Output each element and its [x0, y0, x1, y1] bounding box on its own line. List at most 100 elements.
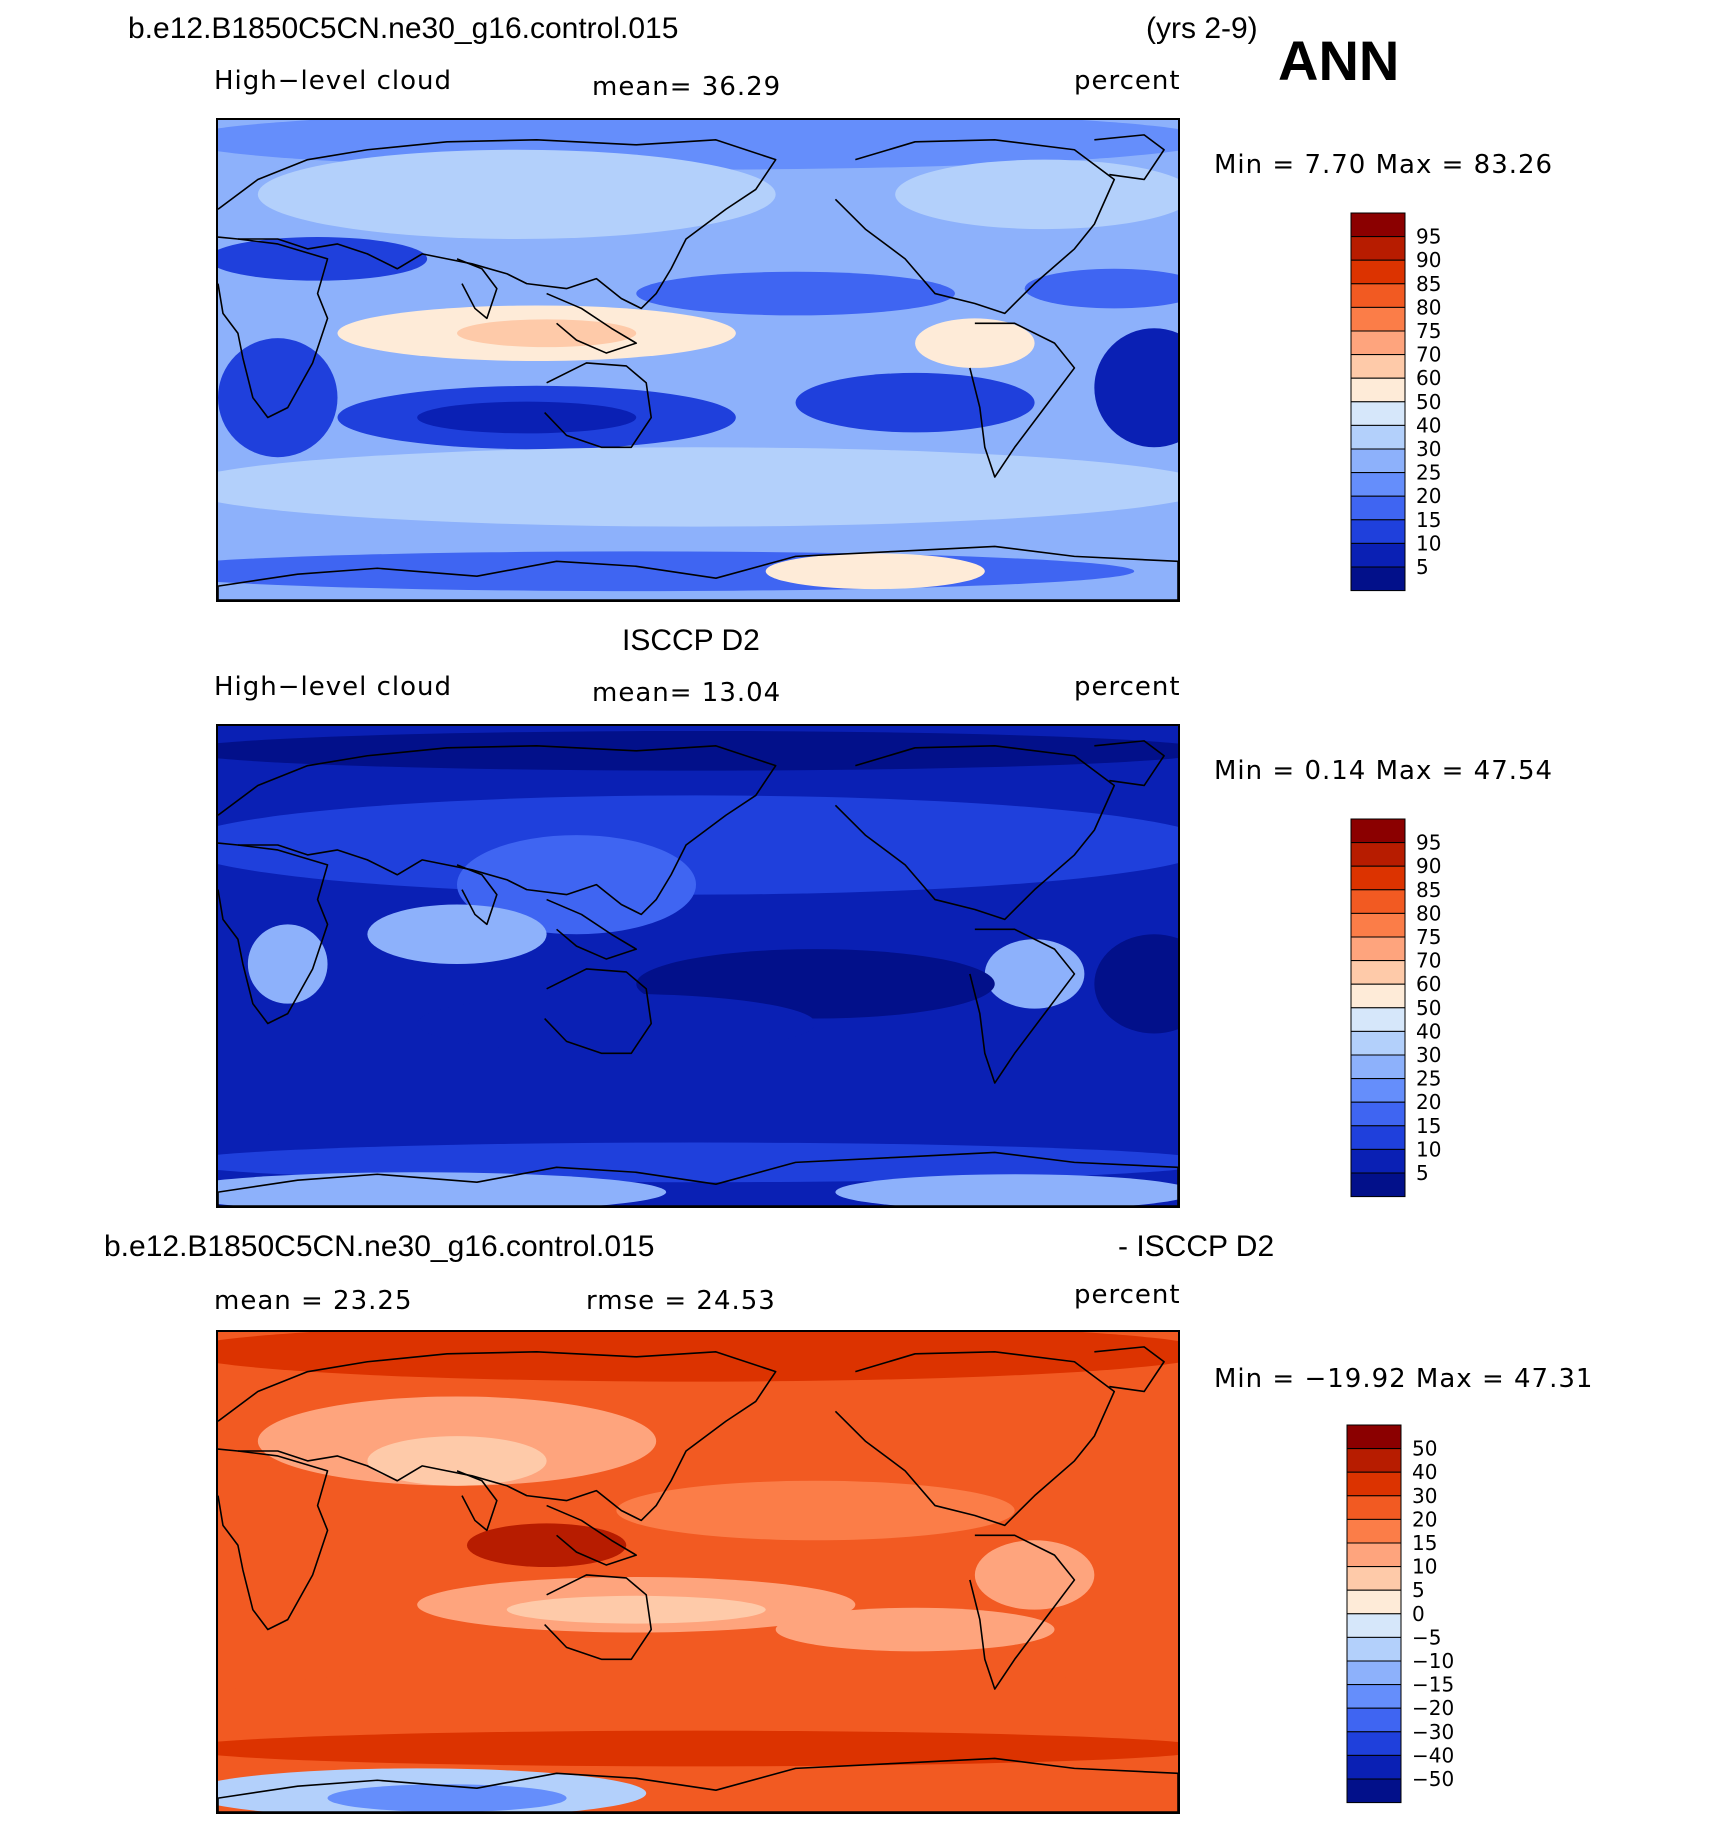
colorbar-swatch: [1350, 1007, 1406, 1032]
colorbar-tick-label: −30: [1412, 1720, 1454, 1744]
coastline: [456, 1470, 498, 1532]
coastline: [218, 1351, 777, 1522]
contour-region: [1094, 934, 1178, 1034]
colorbar-swatch: [1350, 1172, 1406, 1198]
panel3-units-label: percent: [1074, 1280, 1181, 1310]
colorbar-tick-label: 20: [1412, 1507, 1437, 1531]
coastline: [218, 745, 777, 916]
colorbar-swatch: [1346, 1495, 1402, 1520]
colorbar-tick-label: 10: [1416, 531, 1441, 555]
colorbar-swatch: [1346, 1471, 1402, 1497]
contour-region: [915, 318, 1035, 368]
colorbar-tick-label: 90: [1416, 854, 1441, 878]
colorbar-tick-label: 25: [1416, 461, 1441, 485]
colorbar-swatch: [1350, 354, 1406, 379]
colorbar-swatch: [1350, 377, 1406, 403]
panel2-variable-label: High−level cloud: [214, 672, 453, 702]
colorbar-tick-label: 5: [1412, 1578, 1425, 1602]
colorbar-tick-label: 70: [1416, 949, 1441, 973]
coastline: [218, 139, 777, 310]
panel1-minmax: Min = 7.70 Max = 83.26: [1214, 150, 1554, 180]
colorbar-swatch: [1346, 1684, 1402, 1709]
panel2-units-label: percent: [1074, 672, 1181, 702]
coastline: [456, 864, 498, 926]
contour-region: [1094, 328, 1178, 448]
coastline: [969, 322, 1076, 478]
colorbar-tick-label: 50: [1416, 390, 1441, 414]
colorbar-tick-label: 15: [1416, 508, 1441, 532]
colorbar-tick-label: 10: [1416, 1137, 1441, 1161]
panel1-variable-label: High−level cloud: [214, 66, 453, 96]
coastline: [218, 1757, 1178, 1812]
contour-region: [417, 993, 816, 1054]
colorbar-swatch: [1350, 212, 1406, 238]
colorbar-swatch: [1350, 283, 1406, 308]
contour-region: [218, 1142, 1178, 1183]
colorbar-tick-label: 95: [1416, 225, 1441, 249]
panel1-units-label: percent: [1074, 66, 1181, 96]
colorbar-tick-label: 30: [1416, 1043, 1441, 1067]
colorbar-tick-label: −50: [1412, 1767, 1454, 1791]
coastline: [544, 968, 652, 1055]
colorbar-tick-label: 80: [1416, 901, 1441, 925]
contour-region: [218, 1730, 1178, 1767]
colorbar-swatch: [1350, 818, 1406, 844]
colorbar-tick-label: 50: [1412, 1437, 1437, 1461]
coastline: [544, 1574, 652, 1661]
contour-region: [457, 319, 637, 348]
contour-region: [367, 1436, 547, 1486]
colorbar-tick-label: 60: [1416, 972, 1441, 996]
coastline: [218, 1450, 329, 1631]
years-label: (yrs 2-9): [1146, 12, 1258, 45]
map-isccp-high-cloud: [216, 724, 1180, 1208]
contour-region: [466, 1523, 627, 1568]
colorbar-swatch: [1350, 1078, 1406, 1103]
colorbar-tick-label: 20: [1416, 484, 1441, 508]
colorbar-swatch: [1346, 1613, 1402, 1638]
colorbar-tick-label: 85: [1416, 272, 1441, 296]
colorbar-tick-label: 70: [1416, 343, 1441, 367]
coastline: [969, 928, 1076, 1084]
colorbar-isccp: 95 90 85 80 75 70 60 50 40 30 25 20 15 10 5: [1350, 818, 1490, 1205]
colorbar-swatch: [1346, 1589, 1402, 1615]
colorbar-tick-label: 5: [1416, 1161, 1429, 1185]
colorbar-swatch: [1350, 330, 1406, 356]
colorbar-tick-label: 15: [1416, 1114, 1441, 1138]
colorbar-swatch: [1346, 1636, 1402, 1662]
colorbar-tick-label: 30: [1416, 437, 1441, 461]
colorbar-swatch: [1350, 865, 1406, 891]
colorbar-swatch: [1350, 259, 1406, 285]
colorbar-tick-label: 30: [1412, 1484, 1437, 1508]
colorbar-swatch: [1350, 306, 1406, 332]
coastline: [834, 1351, 1116, 1527]
colorbar-swatch: [1350, 495, 1406, 521]
colorbar-swatch: [1350, 912, 1406, 938]
colorbar-tick-label: 0: [1412, 1602, 1425, 1626]
contour-region: [775, 1607, 1055, 1652]
season-label: ANN: [1278, 29, 1400, 92]
panel3-title-right: - ISCCP D2: [1118, 1230, 1275, 1263]
colorbar-tick-label: 40: [1416, 1019, 1441, 1043]
contour-region: [218, 1664, 1178, 1754]
coastline: [218, 238, 329, 419]
panel2-title: ISCCP D2: [622, 624, 760, 657]
coastline: [546, 898, 638, 960]
contour-region: [795, 372, 1035, 433]
colorbar-swatch: [1346, 1778, 1402, 1804]
colorbar-tick-label: −10: [1412, 1649, 1454, 1673]
contour-region: [765, 553, 985, 590]
coastline: [546, 292, 638, 354]
colorbar-swatch: [1346, 1448, 1402, 1473]
colorbar-tick-label: 90: [1416, 248, 1441, 272]
colorbar-swatch: [1350, 519, 1406, 544]
contour-region: [257, 149, 776, 240]
contour-region: [1024, 268, 1178, 309]
colorbar-swatch: [1350, 472, 1406, 497]
colorbar-tick-label: −5: [1412, 1625, 1441, 1649]
colorbar-swatch: [1350, 424, 1406, 450]
contour-region: [218, 795, 1178, 895]
colorbar-swatch: [1350, 889, 1406, 914]
colorbar-tick-label: −15: [1412, 1673, 1454, 1697]
